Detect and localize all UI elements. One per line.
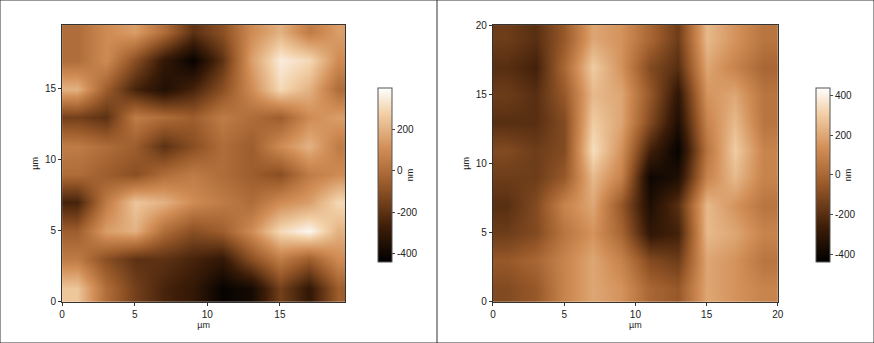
svg-text:-200: -200: [835, 209, 855, 220]
svg-text:400: 400: [835, 90, 852, 101]
svg-text:5: 5: [481, 227, 487, 238]
svg-text:0: 0: [50, 296, 56, 307]
svg-text:µm: µm: [197, 320, 210, 330]
svg-text:10: 10: [202, 309, 214, 320]
svg-text:nm: nm: [843, 169, 853, 182]
svg-text:10: 10: [630, 309, 642, 320]
svg-text:µm: µm: [461, 157, 471, 170]
svg-text:15: 15: [274, 309, 286, 320]
svg-text:20: 20: [772, 309, 784, 320]
svg-text:nm: nm: [405, 169, 415, 182]
svg-text:0: 0: [397, 165, 403, 176]
svg-text:µm: µm: [629, 320, 642, 330]
svg-text:15: 15: [476, 89, 488, 100]
svg-text:15: 15: [45, 83, 57, 94]
svg-text:0: 0: [481, 296, 487, 307]
svg-text:5: 5: [50, 225, 56, 236]
svg-text:5: 5: [132, 309, 138, 320]
svg-text:200: 200: [835, 130, 852, 141]
svg-text:-400: -400: [835, 249, 855, 260]
svg-text:0: 0: [59, 309, 65, 320]
svg-text:5: 5: [561, 309, 567, 320]
svg-text:200: 200: [397, 124, 414, 135]
svg-text:-200: -200: [397, 207, 417, 218]
svg-text:µm: µm: [30, 157, 40, 170]
svg-text:0: 0: [490, 309, 496, 320]
svg-text:0: 0: [835, 169, 841, 180]
svg-text:20: 20: [476, 20, 488, 31]
svg-text:10: 10: [45, 154, 57, 165]
svg-text:-400: -400: [397, 248, 417, 259]
svg-text:15: 15: [701, 309, 713, 320]
svg-text:10: 10: [476, 158, 488, 169]
